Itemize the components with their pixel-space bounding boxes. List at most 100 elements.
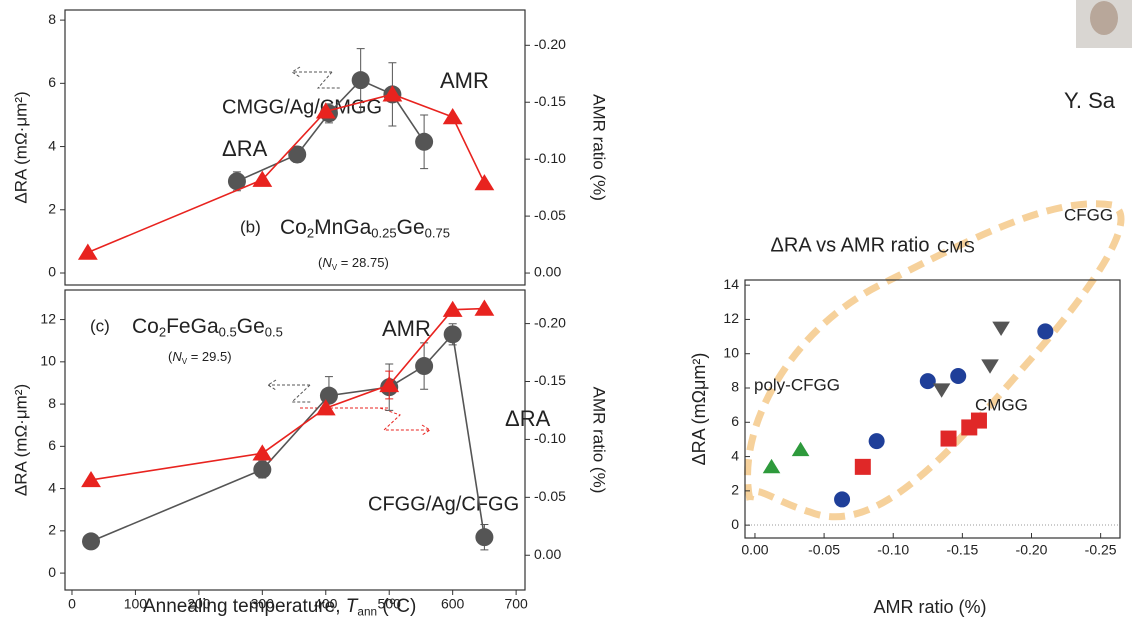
plot-frame: [744, 279, 1121, 539]
chart-title: ΔRA vs AMR ratio: [771, 234, 930, 256]
point: [252, 170, 273, 187]
legend-label: poly-CFGG: [754, 375, 840, 394]
panel-label: (b): [240, 217, 261, 236]
y-tick-label: 2: [731, 482, 739, 498]
y-tick-label: 12: [723, 310, 739, 326]
x-tick-label: 300: [251, 596, 275, 612]
rich-text: Annealing temperature, Tann (°C): [143, 596, 416, 619]
x-tick-label: -0.05: [808, 542, 840, 558]
rich-text: (NV = 28.75): [318, 255, 389, 272]
guide-ellipse: [744, 200, 1125, 521]
point: [351, 71, 370, 90]
series-line: [236, 79, 425, 183]
x-axis-label: AMR ratio (%): [873, 597, 986, 617]
point: [868, 433, 885, 450]
y-tick-label: 4: [731, 447, 739, 463]
point: [940, 430, 957, 447]
point: [919, 373, 936, 390]
text-part: Annealing temperature,: [143, 596, 346, 617]
series-label: AMR: [382, 316, 431, 341]
text-part: (: [168, 349, 173, 364]
x-tick-label: 700: [504, 596, 528, 612]
point: [77, 243, 98, 260]
point: [443, 325, 462, 344]
panel-label: (c): [90, 316, 110, 335]
point: [227, 172, 246, 191]
y2-tick-label: -0.05: [534, 207, 566, 223]
legend-label: CMS: [937, 237, 975, 256]
y2-tick-label: -0.15: [534, 372, 566, 388]
text-part: ann: [357, 606, 377, 619]
rich-text: Co2MnGa0.25Ge0.75: [280, 216, 450, 241]
y2-tick-label: -0.10: [534, 150, 566, 166]
x-tick-label: -0.20: [1016, 542, 1048, 558]
point: [475, 528, 494, 547]
point: [82, 532, 101, 551]
point: [981, 359, 999, 374]
x-tick-label: 500: [378, 596, 402, 612]
annotation: CMGG/Ag/CMGG: [222, 96, 382, 118]
point: [992, 321, 1010, 336]
guide: [744, 200, 1125, 521]
y-tick-label: 2: [48, 522, 56, 538]
text-part: 0.25: [371, 226, 396, 241]
legend-label: CFGG: [1064, 205, 1113, 224]
x-tick-label: 600: [441, 596, 465, 612]
point: [762, 458, 781, 474]
point: [415, 132, 434, 151]
series-label: ΔRA: [505, 406, 551, 431]
text-part: 0.5: [265, 325, 283, 340]
text-part: Co: [132, 315, 159, 338]
text-part: N: [172, 349, 182, 364]
x-tick-label: -0.10: [877, 542, 909, 558]
text-part: 0.75: [425, 226, 450, 241]
y-tick-label: 0: [48, 564, 56, 580]
text-part: 0.5: [219, 325, 237, 340]
text-part: T: [346, 596, 359, 617]
y-tick-label: 6: [48, 437, 56, 453]
y-axis-label: ΔRA (mΩ·μm²): [11, 91, 30, 203]
point: [932, 383, 951, 398]
text-part: Co: [280, 216, 307, 239]
rich-text: (NV = 29.5): [168, 349, 232, 366]
text-part: Ge: [397, 216, 425, 239]
y-tick-label: 8: [48, 11, 56, 27]
arrows: [267, 66, 431, 436]
point: [854, 458, 871, 475]
arrow: [291, 66, 340, 89]
point: [382, 85, 403, 102]
text-part: N: [322, 255, 332, 270]
y-tick-label: 0: [48, 264, 56, 280]
point: [970, 412, 987, 429]
point: [315, 399, 336, 416]
series-line: [87, 93, 486, 254]
series-label: ΔRA: [222, 136, 268, 161]
y-tick-label: 4: [48, 137, 56, 153]
text-part: 2: [307, 226, 314, 241]
x-tick-label: -0.25: [1085, 542, 1117, 558]
series-label: AMR: [440, 68, 489, 93]
point: [1037, 323, 1054, 340]
y2-axis-label: AMR ratio (%): [590, 94, 609, 201]
y2-tick-label: 0.00: [534, 264, 561, 280]
caption: Y. Sa: [1064, 88, 1116, 113]
y-tick-label: 8: [731, 379, 739, 395]
point: [315, 102, 336, 119]
y-axis-label: ΔRA (mΩμm²): [689, 353, 709, 466]
point: [442, 300, 463, 317]
point: [474, 299, 495, 316]
x-tick-label: 0.00: [741, 542, 768, 558]
point: [81, 470, 101, 488]
text-part: (: [318, 255, 323, 270]
x-tick-label: 400: [314, 596, 338, 612]
x-tick-label: -0.15: [946, 542, 978, 558]
plot-frame: [64, 9, 526, 286]
text-part: 2: [159, 325, 166, 340]
y-tick-label: 10: [40, 353, 56, 369]
text-part: Ge: [237, 315, 265, 338]
y2-axis-label: AMR ratio (%): [590, 387, 609, 494]
x-tick-label: 100: [124, 596, 148, 612]
point: [253, 460, 272, 479]
y-tick-label: 14: [723, 276, 739, 292]
